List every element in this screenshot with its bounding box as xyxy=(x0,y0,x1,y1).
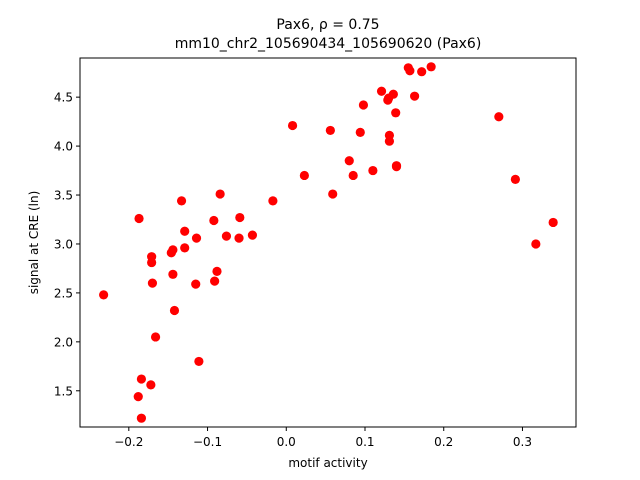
x-tick-label: −0.2 xyxy=(114,435,143,449)
data-point xyxy=(235,212,245,223)
data-point xyxy=(136,413,147,423)
data-point xyxy=(410,91,420,101)
data-point xyxy=(147,257,157,268)
data-point xyxy=(146,380,156,390)
data-point xyxy=(358,100,369,110)
y-tick-label: 2.0 xyxy=(54,335,73,349)
x-axis-ticks: −0.2 −0.1 0.0 0.1 0.2 0.3 xyxy=(114,427,532,449)
data-point xyxy=(168,245,178,255)
data-point xyxy=(548,217,558,228)
y-tick-label: 3.5 xyxy=(54,189,73,203)
y-tick-label: 1.5 xyxy=(54,384,73,398)
data-point xyxy=(99,290,109,300)
x-tick-label: 0.0 xyxy=(277,435,296,449)
data-point xyxy=(268,196,278,206)
data-point xyxy=(180,243,190,253)
data-point xyxy=(191,279,201,289)
data-point xyxy=(150,332,161,342)
data-point xyxy=(368,165,378,176)
data-point xyxy=(287,120,298,131)
data-points xyxy=(99,62,558,423)
data-point xyxy=(531,239,541,249)
y-tick-label: 3.0 xyxy=(54,237,73,251)
x-tick-label: 0.3 xyxy=(513,435,532,449)
data-point xyxy=(391,108,401,118)
data-point xyxy=(417,67,427,77)
data-point xyxy=(133,392,143,402)
y-tick-label: 2.5 xyxy=(54,286,73,300)
x-tick-label: 0.1 xyxy=(355,435,374,449)
data-point xyxy=(355,127,365,137)
data-point xyxy=(147,278,158,288)
y-axis-label: signal at CRE (ln) xyxy=(27,191,41,295)
data-point xyxy=(391,162,402,172)
data-point xyxy=(191,233,202,243)
data-point xyxy=(328,189,338,199)
y-axis-ticks: 1.5 2.0 2.5 3.0 3.5 4.0 4.5 xyxy=(54,91,80,398)
data-point xyxy=(426,62,436,72)
x-axis-label: motif activity xyxy=(288,456,367,470)
data-point xyxy=(388,89,398,99)
x-tick-label: −0.1 xyxy=(193,435,222,449)
data-point xyxy=(215,189,225,199)
data-point xyxy=(176,196,187,206)
data-point xyxy=(221,231,232,241)
data-point xyxy=(212,266,222,276)
data-point xyxy=(384,136,395,146)
x-tick-label: 0.2 xyxy=(434,435,453,449)
data-point xyxy=(348,170,358,181)
data-point xyxy=(210,276,220,286)
data-point xyxy=(134,213,144,224)
data-point xyxy=(194,356,204,367)
data-point xyxy=(168,269,178,279)
data-point xyxy=(209,215,219,226)
data-point xyxy=(180,226,190,236)
data-point xyxy=(344,156,354,166)
y-tick-label: 4.5 xyxy=(54,91,73,105)
data-point xyxy=(234,233,244,243)
data-point xyxy=(494,112,504,122)
data-point xyxy=(247,230,258,240)
data-point xyxy=(136,374,147,384)
y-tick-label: 4.0 xyxy=(54,140,73,154)
data-point xyxy=(510,174,520,184)
data-point xyxy=(405,66,415,76)
data-point xyxy=(299,170,309,181)
data-point xyxy=(325,125,335,136)
chart-title-line1: Pax6, ρ = 0.75 xyxy=(276,17,379,33)
data-point xyxy=(376,86,387,96)
data-point xyxy=(169,305,180,316)
chart-title-line2: mm10_chr2_105690434_105690620 (Pax6) xyxy=(175,36,482,52)
plot-frame xyxy=(79,57,577,428)
